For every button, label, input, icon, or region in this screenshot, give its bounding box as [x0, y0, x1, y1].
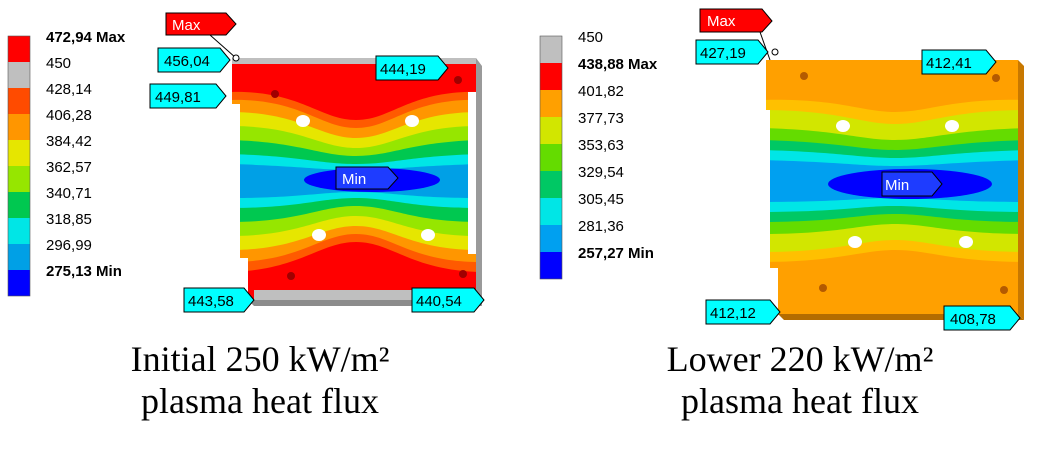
- legend-label: 329,54: [578, 164, 624, 181]
- right-hole: [959, 236, 973, 248]
- left-probe: 443,58: [183, 287, 255, 313]
- legend-frame: [539, 35, 563, 280]
- legend-swatch: [540, 36, 562, 63]
- legend-swatch: [8, 88, 30, 114]
- left-hole: [421, 229, 435, 241]
- right-probe: 412,41: [921, 49, 997, 75]
- right-min-tag-label: Min: [885, 177, 909, 194]
- left-min-tag-label: Min: [342, 171, 366, 188]
- legend-swatch: [8, 114, 30, 140]
- right-probe: 408,78: [943, 305, 1021, 331]
- left-hole: [296, 115, 310, 127]
- right-pin: [800, 72, 808, 80]
- left-probe: 449,81: [149, 83, 227, 109]
- legend-swatch: [8, 166, 30, 192]
- left-probe: 456,04: [157, 47, 231, 73]
- left-max-tag: Max: [165, 12, 240, 62]
- left-side-face: [476, 58, 482, 306]
- legend-label: 450: [46, 55, 71, 72]
- right-caption: Lower 220 kW/m² plasma heat flux: [600, 338, 1000, 422]
- left-pin: [454, 76, 462, 84]
- right-probe: 412,12: [705, 299, 781, 325]
- legend-swatch: [8, 140, 30, 166]
- right-max-tag: Max: [699, 8, 773, 61]
- legend-swatch: [540, 171, 562, 198]
- legend-swatch: [540, 90, 562, 117]
- legend-label: 305,45: [578, 191, 624, 208]
- left-min-tag: Min: [335, 166, 399, 190]
- legend-label: 384,42: [46, 133, 92, 150]
- left-caption-line2: plasma heat flux: [141, 381, 379, 421]
- right-hole: [848, 236, 862, 248]
- legend-label: 296,99: [46, 237, 92, 254]
- legend-label: 318,85: [46, 211, 92, 228]
- legend-swatch: [8, 218, 30, 244]
- right-min-tag: Min: [881, 171, 943, 197]
- right-side-face: [1018, 60, 1024, 320]
- legend-swatch: [8, 270, 30, 296]
- legend-label: 406,28: [46, 107, 92, 124]
- left-hole: [312, 229, 326, 241]
- legend-label: 472,94 Max: [46, 29, 126, 46]
- legend-label: 428,14: [46, 81, 92, 98]
- legend-swatch: [8, 244, 30, 270]
- legend-swatch: [8, 62, 30, 88]
- legend-swatch: [540, 144, 562, 171]
- right-caption-line1: Lower 220 kW/m²: [666, 339, 934, 379]
- probe-label: 456,04: [164, 53, 210, 70]
- right-caption-line2: plasma heat flux: [681, 381, 919, 421]
- legend-swatch: [8, 36, 30, 62]
- right-pin: [992, 74, 1000, 82]
- legend-label: 281,36: [578, 218, 624, 235]
- left-pin: [271, 90, 279, 98]
- right-legend: 450 438,88 Max 401,82 377,73 353,63 329,54 305…: [539, 29, 658, 280]
- legend-swatch: [540, 117, 562, 144]
- legend-label: 353,63: [578, 137, 624, 154]
- legend-swatch: [540, 225, 562, 252]
- right-max-tag-label: Max: [707, 13, 736, 30]
- legend-label: 438,88 Max: [578, 56, 658, 73]
- left-probe: 440,54: [411, 287, 485, 313]
- left-caption: Initial 250 kW/m² plasma heat flux: [60, 338, 460, 422]
- legend-swatch: [540, 63, 562, 90]
- probe-label: 408,78: [950, 311, 996, 328]
- legend-frame: [7, 35, 31, 297]
- legend-label: 275,13 Min: [46, 263, 122, 280]
- right-pin: [1000, 286, 1008, 294]
- legend-swatch: [540, 198, 562, 225]
- left-probe: 444,19: [375, 55, 449, 81]
- legend-label: 340,71: [46, 185, 92, 202]
- right-probe: 427,19: [695, 39, 779, 65]
- legend-label: 257,27 Min: [578, 245, 654, 262]
- left-pin: [459, 270, 467, 278]
- right-hole: [945, 120, 959, 132]
- probe-label: 440,54: [416, 293, 462, 310]
- legend-label: 450: [578, 29, 603, 46]
- probe-label: 443,58: [188, 293, 234, 310]
- left-hole: [405, 115, 419, 127]
- probe-label: 412,12: [710, 305, 756, 322]
- legend-label: 377,73: [578, 110, 624, 127]
- probe-label: 412,41: [926, 55, 972, 72]
- left-caption-line1: Initial 250 kW/m²: [130, 339, 390, 379]
- probe-label: 427,19: [700, 45, 746, 62]
- left-legend: 472,94 Max 450 428,14 406,28 384,42 362,57 340…: [7, 29, 126, 297]
- probe-label: 449,81: [155, 89, 201, 106]
- legend-label: 362,57: [46, 159, 92, 176]
- legend-swatch: [8, 192, 30, 218]
- legend-label: 401,82: [578, 83, 624, 100]
- right-pin: [819, 284, 827, 292]
- right-hole: [836, 120, 850, 132]
- left-pin: [287, 272, 295, 280]
- probe-label: 444,19: [380, 61, 426, 78]
- legend-swatch: [540, 252, 562, 279]
- left-max-tag-label: Max: [172, 17, 201, 34]
